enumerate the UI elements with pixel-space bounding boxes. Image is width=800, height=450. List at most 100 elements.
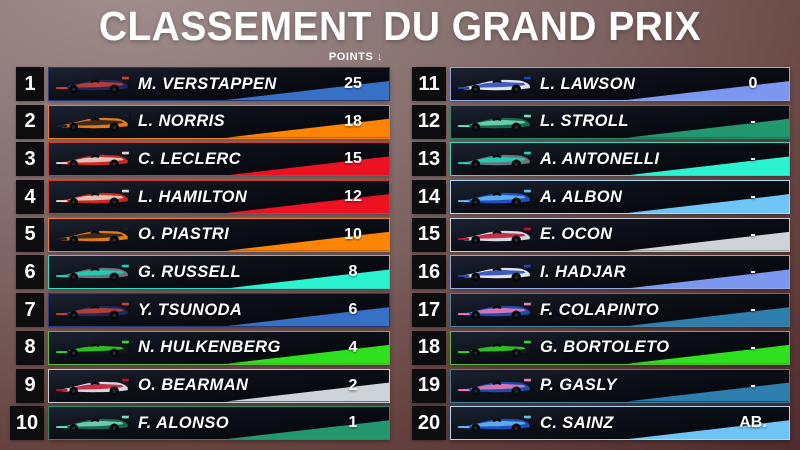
f1-car-icon [56, 378, 131, 396]
driver-name: E. OCON [540, 225, 613, 244]
position-box-wrap: 19 [412, 368, 446, 403]
driver-row-card-kick-sauber: G. BORTOLETO - [450, 330, 790, 365]
position-number: 1 [16, 67, 44, 101]
driver-name: L. LAWSON [540, 74, 636, 93]
position-box-wrap: 12 [412, 104, 446, 139]
driver-row-card-aston-martin: F. ALONSO 1 [48, 406, 390, 441]
position-box-wrap: 14 [412, 180, 446, 215]
position-number: 8 [16, 330, 44, 365]
position-box-wrap: 16 [412, 255, 446, 290]
driver-row-card-ferrari: L. HAMILTON 12 [48, 180, 390, 215]
standings-row: 16 I. HADJAR - [412, 255, 790, 290]
f1-car-icon [56, 189, 131, 207]
points-value: 2 [348, 376, 358, 394]
position-box-wrap: 11 [412, 67, 446, 101]
points-value: 25 [344, 75, 362, 92]
position-number: 3 [16, 142, 44, 177]
points-value: - [750, 150, 756, 168]
driver-name: A. ALBON [540, 187, 623, 206]
standings-row: 5 O. PIASTRI 10 [10, 217, 390, 252]
position-box-wrap: 6 [10, 255, 44, 290]
points-value: 4 [348, 338, 358, 356]
standings-row: 7 Y. TSUNODA 6 [10, 293, 390, 328]
f1-car-icon [56, 340, 131, 358]
driver-row-card-alpine: F. COLAPINTO - [450, 293, 790, 328]
standings-row: 6 G. RUSSELL 8 [10, 255, 390, 290]
standings-row: 13 A. ANTONELLI - [412, 142, 790, 177]
f1-car-icon [56, 415, 131, 434]
standings-column-left: 1 M. VERSTAPPEN 25 2 [10, 67, 390, 441]
standings-column-right: 11 L. LAWSON 0 12 [412, 67, 790, 441]
position-number: 15 [412, 217, 446, 252]
points-value: - [750, 376, 756, 394]
position-box-wrap: 9 [10, 368, 44, 403]
driver-row-card-williams: A. ALBON - [450, 180, 790, 215]
points-value: - [750, 263, 756, 281]
position-box-wrap: 15 [412, 217, 446, 252]
f1-car-icon [458, 415, 533, 434]
points-value: 8 [348, 263, 358, 281]
f1-car-icon [458, 76, 533, 94]
position-box-wrap: 2 [10, 104, 44, 139]
position-box-wrap: 7 [10, 293, 44, 328]
points-value: 18 [344, 112, 362, 130]
driver-row-card-kick-sauber: N. HULKENBERG 4 [48, 330, 390, 365]
position-box-wrap: 13 [412, 142, 446, 177]
points-value: 6 [348, 301, 358, 319]
driver-row-card-williams: C. SAINZ AB. [450, 406, 790, 441]
position-number: 13 [412, 142, 446, 177]
points-value: - [750, 301, 756, 319]
points-value: 10 [344, 225, 362, 243]
f1-car-icon [56, 76, 131, 94]
points-value: 1 [348, 414, 358, 432]
position-number: 11 [412, 67, 446, 101]
f1-car-icon [458, 189, 533, 207]
points-value: - [750, 225, 756, 243]
driver-name: L. HAMILTON [138, 187, 248, 206]
driver-name: C. SAINZ [540, 413, 614, 432]
points-value: - [750, 338, 756, 356]
driver-name: Y. TSUNODA [138, 300, 243, 319]
position-number: 2 [16, 104, 44, 139]
position-number: 12 [412, 104, 446, 139]
f1-car-icon [458, 340, 533, 358]
driver-row-card-haas: O. BEARMAN 2 [48, 368, 390, 403]
f1-car-icon [458, 227, 533, 245]
position-box-wrap: 1 [10, 67, 44, 101]
position-number: 6 [16, 255, 44, 290]
driver-name: I. HADJAR [540, 262, 627, 281]
standings-row: 18 G. BORTOLETO - [412, 330, 790, 365]
points-value: 12 [344, 188, 362, 206]
position-number: 18 [412, 330, 446, 365]
standings-row: 19 P. GASLY - [412, 368, 790, 403]
points-value: 0 [748, 75, 758, 92]
f1-car-icon [56, 114, 131, 132]
driver-row-card-ferrari: C. LECLERC 15 [48, 142, 390, 177]
driver-name: A. ANTONELLI [540, 149, 660, 168]
position-number: 14 [412, 180, 446, 215]
f1-car-icon [56, 265, 131, 283]
driver-row-card-mclaren: L. NORRIS 18 [48, 104, 390, 139]
position-number: 5 [16, 217, 44, 252]
position-number: 9 [16, 368, 44, 403]
driver-name: P. GASLY [540, 376, 617, 394]
f1-car-icon [458, 302, 533, 321]
position-box-wrap: 18 [412, 330, 446, 365]
standings-row: 8 N. HULKENBERG 4 [10, 330, 390, 365]
driver-row-card-red-bull: M. VERSTAPPEN 25 [48, 67, 390, 101]
standings-row: 20 C. SAINZ AB. [412, 406, 790, 441]
driver-name: L. NORRIS [138, 112, 226, 131]
standings-row: 2 L. NORRIS 18 [10, 104, 390, 139]
position-box-wrap: 20 [412, 406, 446, 441]
points-value: AB. [739, 414, 767, 432]
position-box-wrap: 8 [10, 330, 44, 365]
position-box-wrap: 3 [10, 142, 44, 177]
driver-name: F. COLAPINTO [540, 300, 660, 319]
driver-row-card-alpine: P. GASLY - [450, 368, 790, 403]
position-number: 20 [412, 406, 446, 441]
position-box-wrap: 10 [10, 406, 44, 441]
driver-row-card-mercedes: A. ANTONELLI - [450, 142, 790, 177]
driver-row-card-haas: E. OCON - [450, 217, 790, 252]
f1-car-icon [458, 265, 533, 283]
